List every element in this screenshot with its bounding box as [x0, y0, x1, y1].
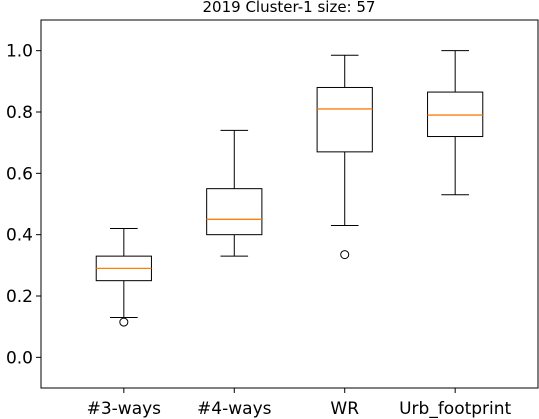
x-tick-label: #3-ways [87, 399, 162, 419]
x-tick-label: WR [330, 399, 359, 419]
outlier-point [340, 250, 350, 260]
y-tick-label: 0.8 [6, 103, 33, 123]
boxes-group [95, 50, 484, 327]
iqr-box [206, 188, 263, 236]
iqr-box [427, 91, 484, 138]
box-urb-footprint [427, 50, 484, 196]
y-axis: 0.0 0.2 0.4 0.6 0.8 1.0 [6, 42, 41, 368]
box--3-ways [95, 228, 152, 327]
box-wr [316, 54, 373, 260]
y-tick-label: 0.6 [6, 164, 33, 184]
outlier-point [119, 317, 129, 327]
x-tick-label: Urb_footprint [399, 399, 511, 419]
chart-title: 2019 Cluster-1 size: 57 [203, 0, 376, 16]
y-tick-label: 0.0 [6, 348, 33, 368]
y-tick-label: 0.4 [6, 226, 33, 246]
x-axis: #3-ways #4-ways WR Urb_footprint [87, 388, 512, 419]
iqr-box [316, 86, 373, 153]
y-tick-label: 1.0 [6, 42, 33, 62]
plot-area-frame [40, 19, 539, 389]
x-tick-label: #4-ways [197, 399, 272, 419]
box--4-ways [206, 129, 263, 257]
y-tick-label: 0.2 [6, 287, 33, 307]
